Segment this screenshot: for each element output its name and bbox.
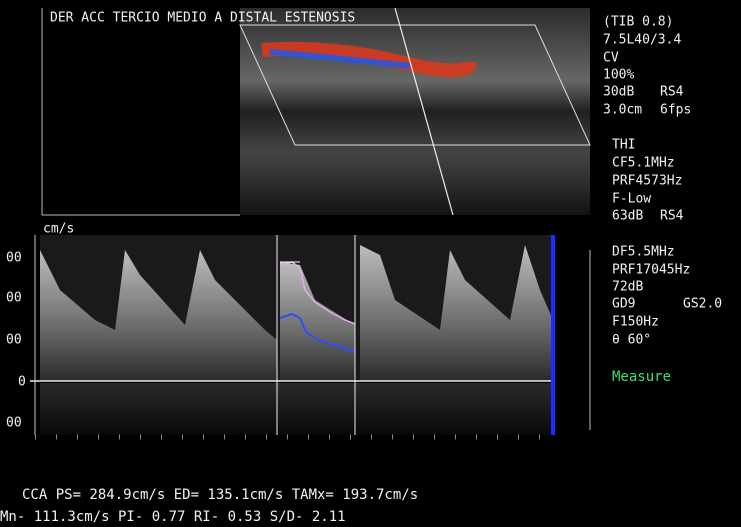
settings-panel: (TIB 0.8) 7.5L40/3.4 CV 100% 30dB RS4 3.… (603, 15, 722, 386)
measure-button[interactable]: Measure (612, 369, 671, 385)
measurement-results: CCA PS= 284.9cm/s ED= 135.1cm/s TAMx= 19… (22, 487, 418, 503)
setting: RS4 (660, 209, 684, 224)
setting: F-Low (612, 192, 651, 207)
setting: 3.0cm (603, 103, 642, 118)
setting: CV (603, 51, 619, 66)
setting: θ 60° (612, 333, 651, 348)
setting: GS2.0 (683, 297, 722, 312)
scale-label: 00 (6, 291, 22, 306)
setting: 72dB (612, 280, 643, 295)
setting: 63dB (612, 209, 643, 224)
setting: PRF4573Hz (612, 174, 682, 189)
scale-label: 0 (18, 375, 26, 390)
setting: THI (612, 138, 635, 153)
scale-label: 00 (6, 333, 22, 348)
setting: DF5.5MHz (612, 245, 675, 260)
ultrasound-screen: DER ACC TERCIO MEDIO A DISTAL ESTENOSIS … (0, 0, 741, 527)
setting: CF5.1MHz (612, 156, 675, 171)
page: {"header": {"title": "DER ACC TERCIO MED… (0, 0, 741, 527)
scale-label: 00 (6, 251, 22, 266)
study-title: DER ACC TERCIO MEDIO A DISTAL ESTENOSIS (50, 11, 355, 26)
setting: F150Hz (612, 315, 659, 330)
setting: PRF17045Hz (612, 263, 690, 278)
setting: (TIB 0.8) (603, 15, 673, 30)
scale-unit: cm/s (43, 222, 74, 237)
measurement-results: Mn- 111.3cm/s PI- 0.77 RI- 0.53 S/D- 2.1… (0, 509, 346, 525)
bmode-shade (240, 8, 590, 215)
setting: 100% (603, 68, 634, 83)
setting: GD9 (612, 297, 635, 312)
setting: 6fps (660, 103, 691, 118)
setting: RS4 (660, 85, 684, 100)
spectrum-below-baseline (40, 383, 555, 435)
setting: 7.5L40/3.4 (603, 33, 681, 48)
setting: 30dB (603, 85, 634, 100)
scale-label: 00 (6, 416, 22, 431)
